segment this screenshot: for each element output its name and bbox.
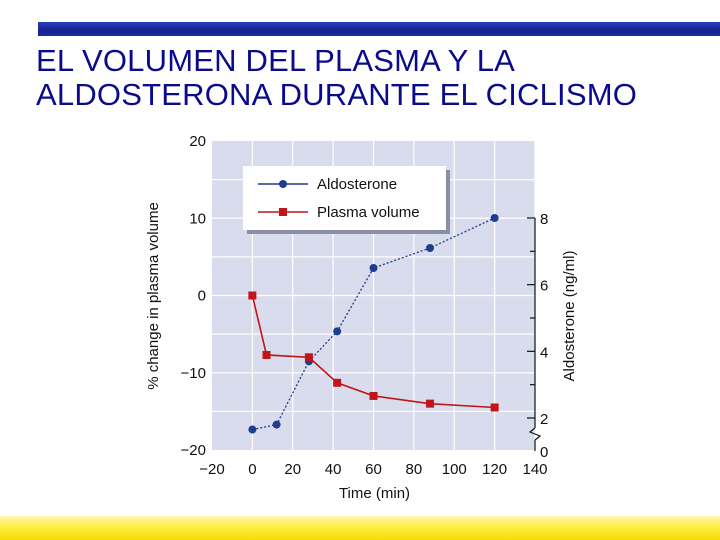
y-left-tick-label: −10 <box>181 365 206 382</box>
y-left-axis-title: % change in plasma volume <box>145 202 162 390</box>
legend-aldosterone-label: Aldosterone <box>317 176 397 193</box>
x-tick-label: 20 <box>284 461 301 478</box>
aldosterone-point <box>490 214 499 222</box>
plasma-volume-point <box>490 403 499 412</box>
y-right-axis-break <box>528 427 542 441</box>
slide-title-line-2: ALDOSTERONA DURANTE EL CICLISMO <box>36 77 638 112</box>
y-left-tick-label: 10 <box>189 210 206 227</box>
title-accent-bar <box>38 22 720 36</box>
legend-aldosterone-marker <box>279 180 287 188</box>
x-tick-label: 40 <box>325 461 342 478</box>
y-right-tick-label: 2 <box>540 411 548 428</box>
plasma-volume-point <box>262 350 271 359</box>
y-right-tick-label: 6 <box>540 278 548 295</box>
x-tick-label: 100 <box>442 461 467 478</box>
legend-box <box>243 166 446 230</box>
y-left-tick-label: 20 <box>189 133 206 150</box>
y-right-axis-title: Aldosterone (ng/ml) <box>561 251 578 382</box>
x-tick-label: 60 <box>365 461 382 478</box>
footer-accent-bar <box>0 516 720 540</box>
aldosterone-point <box>248 425 257 434</box>
legend-plasma-volume-marker <box>279 208 287 216</box>
x-axis-title: Time (min) <box>339 485 410 502</box>
slide-title: EL VOLUMEN DEL PLASMA Y LA ALDOSTERONA D… <box>36 44 716 112</box>
plasma-volume-point <box>426 399 435 408</box>
x-tick-label: 120 <box>482 461 507 478</box>
legend-plasma-volume-label: Plasma volume <box>317 204 420 221</box>
aldosterone-point <box>333 327 342 336</box>
aldosterone-point <box>272 420 281 429</box>
y-left-tick-label: −20 <box>181 442 206 459</box>
y-right-tick-label: 0 <box>540 444 548 461</box>
y-right-tick-label: 4 <box>540 344 548 361</box>
plasma-volume-point <box>369 391 378 400</box>
aldosterone-point <box>426 244 435 252</box>
plasma-volume-point <box>304 353 313 362</box>
x-tick-label: 140 <box>522 461 547 478</box>
y-left-tick-label: 0 <box>198 288 206 305</box>
slide-title-line-1: EL VOLUMEN DEL PLASMA Y LA <box>36 43 516 78</box>
plasma-volume-point <box>248 291 257 300</box>
y-right-tick-label: 8 <box>540 211 548 228</box>
x-tick-label: −20 <box>199 461 224 478</box>
x-tick-label: 0 <box>248 461 256 478</box>
x-tick-label: 80 <box>406 461 423 478</box>
aldosterone-point <box>369 264 378 272</box>
plasma-volume-point <box>333 378 342 387</box>
